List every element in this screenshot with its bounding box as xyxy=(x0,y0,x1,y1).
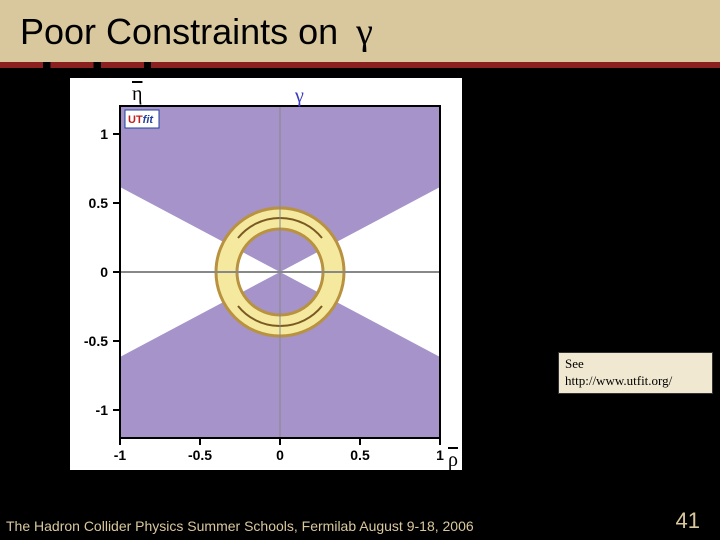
svg-text:UTfit: UTfit xyxy=(128,114,154,126)
ytick-label: 0.5 xyxy=(89,195,109,211)
callout-line2: http://www.utfit.org/ xyxy=(565,373,706,390)
ytick-label: 0 xyxy=(100,264,108,280)
utfit-logo: UTfit xyxy=(125,110,159,128)
ytick-label: -1 xyxy=(96,402,109,418)
slide-title: Poor Constraints on γ xyxy=(20,10,373,54)
rho-axis-label: ρ xyxy=(448,449,458,470)
plot-svg: -1 -0.5 0 0.5 1 -1 -0.5 0 0.5 1 η ρ γ xyxy=(70,78,462,470)
title-text: Poor Constraints on xyxy=(20,11,338,53)
xtick-label: -0.5 xyxy=(188,447,212,463)
ytick-label: 1 xyxy=(100,126,108,142)
plot-gamma-label: γ xyxy=(294,85,304,107)
footer-text: The Hadron Collider Physics Summer Schoo… xyxy=(6,518,474,534)
ytick-label: -0.5 xyxy=(84,333,108,349)
xtick-label: 0.5 xyxy=(350,447,370,463)
xtick-label: 0 xyxy=(276,447,284,463)
callout-line1: See xyxy=(565,356,706,373)
xtick-label: -1 xyxy=(114,447,127,463)
page-number: 41 xyxy=(676,508,700,534)
constraint-plot: -1 -0.5 0 0.5 1 -1 -0.5 0 0.5 1 η ρ γ xyxy=(70,78,462,470)
gamma-symbol: γ xyxy=(356,10,373,54)
title-stripe xyxy=(0,62,720,68)
reference-callout: See http://www.utfit.org/ xyxy=(558,352,713,394)
xtick-label: 1 xyxy=(436,447,444,463)
eta-axis-label: η xyxy=(132,83,142,105)
